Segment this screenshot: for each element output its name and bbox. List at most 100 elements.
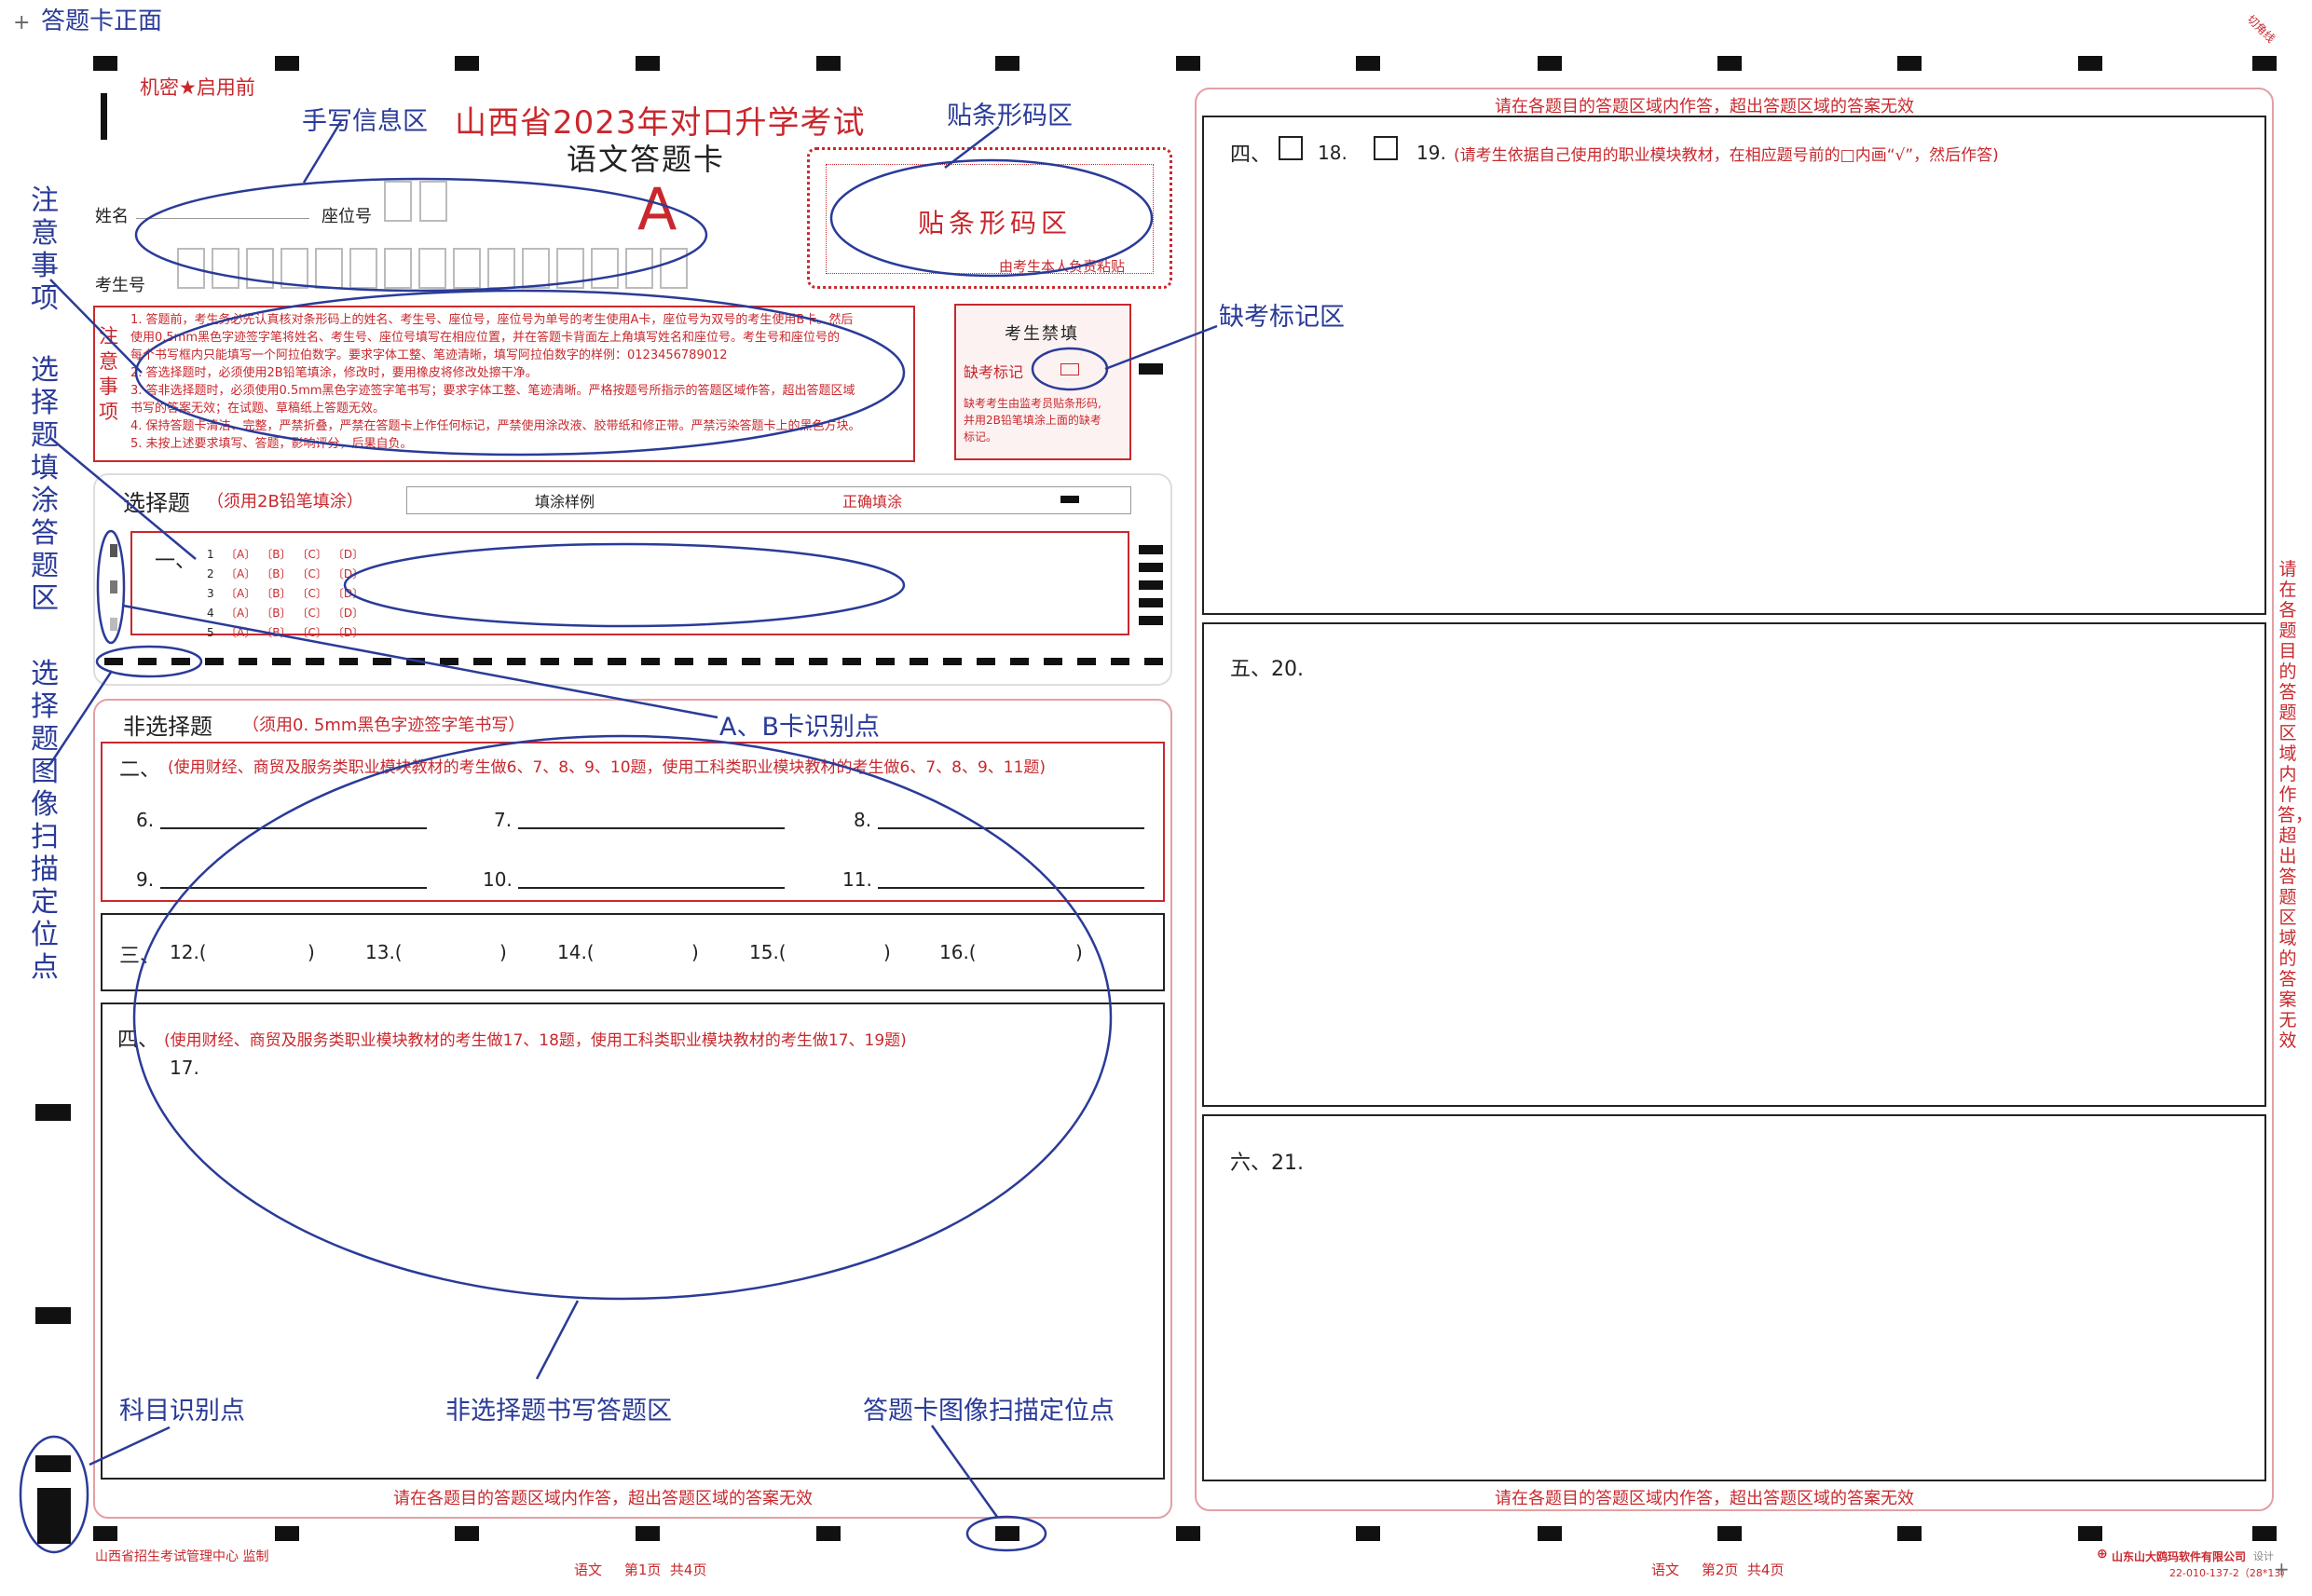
answer-line-9[interactable] <box>160 887 427 889</box>
subject-mark <box>101 93 107 140</box>
notice-line: 4. 保持答题卡清洁、完整，严禁折叠，严禁在答题卡上作任何标记，严禁使用涂改液、… <box>130 419 861 433</box>
choice-title: 选择题 <box>123 490 190 516</box>
seat-cell[interactable] <box>419 181 447 222</box>
choice-row: 3 〔A〕 〔B〕 〔C〕 〔D〕 <box>207 583 369 603</box>
absence-desc-line: 缺考考生由监考员贴条形码, <box>964 397 1101 410</box>
option-bubble[interactable]: 〔A〕 <box>226 587 256 600</box>
right-panel <box>1195 88 2274 1511</box>
option-bubble[interactable]: 〔A〕 <box>226 567 256 580</box>
absence-checkbox[interactable] <box>1060 363 1079 375</box>
seat-cell[interactable] <box>384 181 412 222</box>
option-bubble[interactable]: 〔D〕 <box>332 607 364 620</box>
name-label: 姓名 <box>95 207 129 226</box>
q19-checkbox[interactable] <box>1374 136 1398 160</box>
write-ellipse <box>132 734 1113 1301</box>
answer-line-7[interactable] <box>518 827 785 829</box>
callout-fill: 选择题填涂答题区 <box>31 354 59 615</box>
exam-no-cell[interactable] <box>349 248 377 289</box>
option-bubble[interactable]: 〔C〕 <box>296 587 327 600</box>
callout-scan: 答题卡图像扫描定位点 <box>863 1397 1115 1425</box>
notice-line: 每个书写框内只能填写一个阿拉伯数字。要求字体工整、笔迹清晰，填写阿拉伯数字的样例… <box>130 348 728 362</box>
q19-label: 19. <box>1416 142 1446 164</box>
answer-line-10[interactable] <box>518 887 785 889</box>
option-bubble[interactable]: 〔A〕 <box>226 548 256 561</box>
exam-no-cell[interactable] <box>453 248 481 289</box>
option-bubble[interactable]: 〔B〕 <box>261 567 292 580</box>
section4-box[interactable] <box>101 1003 1165 1480</box>
exam-no-cell[interactable] <box>591 248 619 289</box>
choice-row-mark <box>1139 545 1163 554</box>
close-paren: ) <box>499 941 507 963</box>
option-bubble[interactable]: 〔B〕 <box>261 607 292 620</box>
timing-mark <box>995 1526 1019 1541</box>
absence-desc-line: 并用2B铅笔填涂上面的缺考 <box>964 414 1101 427</box>
nonchoice-subtitle: （须用0. 5mm黑色字迹签字笔书写） <box>242 716 526 735</box>
choice-panel <box>93 473 1172 686</box>
item-16[interactable]: 16.( <box>939 941 977 963</box>
choice-row: 2 〔A〕 〔B〕 〔C〕 〔D〕 <box>207 564 369 583</box>
timing-mark <box>816 1526 841 1541</box>
option-bubble[interactable]: 〔D〕 <box>332 567 364 580</box>
choice-row-mark <box>1139 598 1163 607</box>
exam-no-cell[interactable] <box>660 248 688 289</box>
exam-no-cell[interactable] <box>384 248 412 289</box>
option-bubble[interactable]: 〔B〕 <box>261 548 292 561</box>
callout-locate: 选择题图像扫描定位点 <box>31 658 59 984</box>
option-bubble[interactable]: 〔D〕 <box>332 548 364 561</box>
right-bottom-warning: 请在各题目的答题区域内作答，超出答题区域的答案无效 <box>1495 1489 1914 1508</box>
q4-note: (请考生依据自己使用的职业模块教材，在相应题号前的□内画“√”，然后作答) <box>1454 146 1999 165</box>
locate-ellipse <box>95 645 203 678</box>
q5-box[interactable] <box>1202 622 2266 1107</box>
absence-timing-mark <box>1139 363 1163 375</box>
ab-mark <box>110 544 117 557</box>
ab-ellipse <box>96 529 126 645</box>
q6-box[interactable] <box>1202 1114 2266 1481</box>
timing-mark <box>1897 1526 1922 1541</box>
option-bubble[interactable]: 〔A〕 <box>226 607 256 620</box>
q4-box[interactable] <box>1202 116 2266 615</box>
exam-no-cell[interactable] <box>522 248 550 289</box>
answer-line-8[interactable] <box>878 827 1144 829</box>
exam-no-cell[interactable] <box>280 248 308 289</box>
option-bubble[interactable]: 〔D〕 <box>332 626 364 639</box>
item-13[interactable]: 13.( <box>365 941 403 963</box>
notice-line: 2. 答选择题时，必须使用2B铅笔填涂，修改时，要用橡皮将修改处擦干净。 <box>130 366 538 380</box>
exam-no-cell[interactable] <box>418 248 446 289</box>
absence-title: 考生禁填 <box>1005 324 1079 344</box>
option-bubble[interactable]: 〔C〕 <box>296 567 327 580</box>
left-bottom-warning: 请在各题目的答题区域内作答，超出答题区域的答案无效 <box>393 1489 813 1508</box>
question-number: 1 <box>207 548 214 561</box>
option-bubble[interactable]: 〔C〕 <box>296 607 327 620</box>
q18-checkbox[interactable] <box>1279 136 1303 160</box>
notice-text: 1. 答题前，考生务必先认真核对条形码上的姓名、考生号、座位号，座位号为单号的考… <box>130 311 910 453</box>
item-12[interactable]: 12.( <box>170 941 207 963</box>
option-bubble[interactable]: 〔B〕 <box>261 587 292 600</box>
exam-no-cell[interactable] <box>177 248 205 289</box>
exam-no-cell[interactable] <box>556 248 584 289</box>
exam-no-cell[interactable] <box>212 248 239 289</box>
answer-line-6[interactable] <box>160 827 427 829</box>
callout-absent: 缺考标记区 <box>1219 303 1345 332</box>
absence-desc-line: 标记。 <box>964 430 998 443</box>
absent-ellipse <box>1031 347 1109 391</box>
crosshair-icon: + <box>2274 1558 2290 1580</box>
timing-mark <box>1538 56 1562 71</box>
option-bubble[interactable]: 〔C〕 <box>296 626 327 639</box>
close-paren: ) <box>691 941 699 963</box>
subject-id-mark <box>37 1488 71 1544</box>
barcode-inner <box>826 164 1154 274</box>
item-14[interactable]: 14.( <box>557 941 595 963</box>
exam-no-label: 考生号 <box>95 276 145 295</box>
timing-mark <box>1717 56 1742 71</box>
option-bubble[interactable]: 〔C〕 <box>296 548 327 561</box>
right-top-warning: 请在各题目的答题区域内作答，超出答题区域的答案无效 <box>1495 97 1914 116</box>
q18-label: 18. <box>1318 142 1348 164</box>
answer-line-11[interactable] <box>878 887 1144 889</box>
timing-mark <box>1717 1526 1742 1541</box>
exam-no-cell[interactable] <box>246 248 274 289</box>
q6-label: 六、21. <box>1230 1152 1304 1175</box>
item-15[interactable]: 15.( <box>749 941 787 963</box>
company-logo-icon: ⊕ <box>2097 1547 2108 1562</box>
side-mark <box>35 1104 71 1121</box>
name-field[interactable] <box>136 218 309 219</box>
